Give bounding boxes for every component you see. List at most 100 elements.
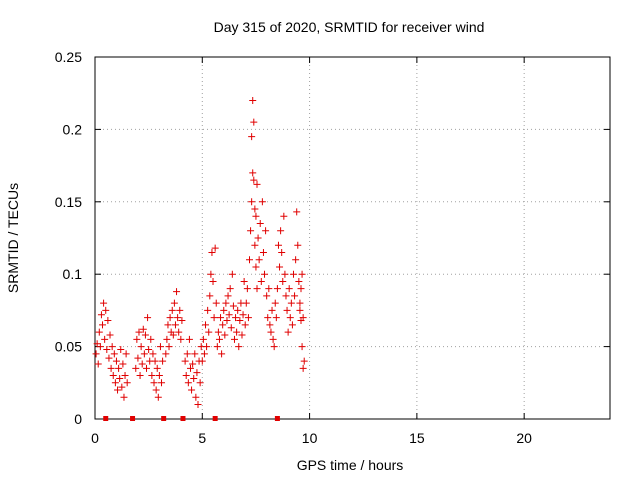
data-point	[226, 285, 234, 293]
data-point	[107, 364, 115, 372]
data-point	[100, 299, 108, 307]
data-point	[191, 350, 199, 358]
x-tick-label: 20	[516, 430, 532, 446]
data-point	[248, 133, 256, 141]
data-point	[112, 357, 120, 365]
data-point	[103, 345, 111, 353]
data-point	[148, 372, 156, 380]
data-point	[229, 302, 237, 310]
data-point	[254, 234, 262, 242]
data-point	[220, 306, 228, 314]
data-point	[110, 350, 118, 358]
data-point	[214, 328, 222, 336]
data-point	[140, 350, 148, 358]
data-point	[264, 314, 272, 322]
data-point	[184, 379, 192, 387]
data-point	[171, 321, 179, 329]
data-point	[299, 364, 307, 372]
data-point	[137, 343, 145, 351]
data-point	[177, 335, 185, 343]
data-point	[255, 256, 263, 264]
baseline-markers	[103, 416, 280, 421]
data-point	[121, 372, 129, 380]
data-point	[249, 96, 257, 104]
data-point	[164, 321, 172, 329]
data-point	[117, 345, 125, 353]
data-point	[218, 350, 226, 358]
data-point	[138, 360, 146, 368]
data-point	[277, 227, 285, 235]
y-tick-label: 0.05	[55, 339, 82, 355]
data-point	[149, 350, 157, 358]
data-point	[270, 343, 278, 351]
data-point	[206, 292, 214, 300]
data-point	[299, 314, 307, 322]
data-point	[240, 277, 248, 285]
data-point	[95, 328, 103, 336]
y-tick-label: 0.2	[63, 121, 83, 137]
data-point	[241, 321, 249, 329]
data-point	[105, 354, 113, 362]
data-point	[150, 379, 158, 387]
data-point	[104, 317, 112, 325]
data-point	[272, 314, 280, 322]
data-point	[111, 379, 119, 387]
data-point	[225, 311, 233, 319]
data-point	[132, 364, 140, 372]
data-point	[242, 299, 250, 307]
data-point	[256, 220, 264, 228]
data-point	[223, 317, 231, 325]
data-point	[211, 244, 219, 252]
data-point	[185, 335, 193, 343]
data-point	[259, 248, 267, 256]
data-point	[136, 372, 144, 380]
data-point	[281, 270, 289, 278]
data-point	[251, 241, 259, 249]
data-point	[205, 328, 213, 336]
data-point	[109, 372, 117, 380]
y-tick-labels: 0 0.05 0.1 0.15 0.2 0.25	[55, 49, 82, 427]
data-point	[122, 350, 130, 358]
data-point	[159, 357, 167, 365]
data-point	[166, 314, 174, 322]
data-point	[276, 263, 284, 271]
data-point	[249, 169, 257, 177]
grid-lines	[95, 57, 610, 419]
data-point	[273, 285, 281, 293]
data-point	[96, 343, 104, 351]
data-point	[190, 374, 198, 382]
data-point	[253, 285, 261, 293]
data-point	[274, 241, 282, 249]
data-point	[92, 350, 100, 358]
baseline-marker	[130, 416, 136, 421]
data-point	[296, 299, 304, 307]
data-point	[192, 393, 200, 401]
data-point	[285, 285, 293, 293]
data-point	[227, 324, 235, 332]
data-point	[178, 317, 186, 325]
data-point	[173, 288, 181, 296]
data-point	[155, 372, 163, 380]
data-point	[233, 328, 241, 336]
data-point	[236, 317, 244, 325]
data-point	[283, 306, 291, 314]
data-point	[251, 205, 259, 213]
data-point	[252, 263, 260, 271]
data-point	[282, 292, 290, 300]
data-point	[248, 198, 256, 206]
data-point	[182, 372, 190, 380]
data-point	[217, 314, 225, 322]
x-tick-label: 15	[409, 430, 425, 446]
data-point	[93, 340, 101, 348]
data-point	[265, 285, 273, 293]
data-point	[151, 357, 159, 365]
axis-ticks	[94, 56, 610, 420]
data-point	[188, 386, 196, 394]
data-point	[232, 314, 240, 322]
data-point	[263, 292, 271, 300]
data-point	[224, 292, 232, 300]
data-point	[278, 248, 286, 256]
data-point	[165, 343, 173, 351]
data-point	[135, 328, 143, 336]
data-point	[158, 379, 166, 387]
